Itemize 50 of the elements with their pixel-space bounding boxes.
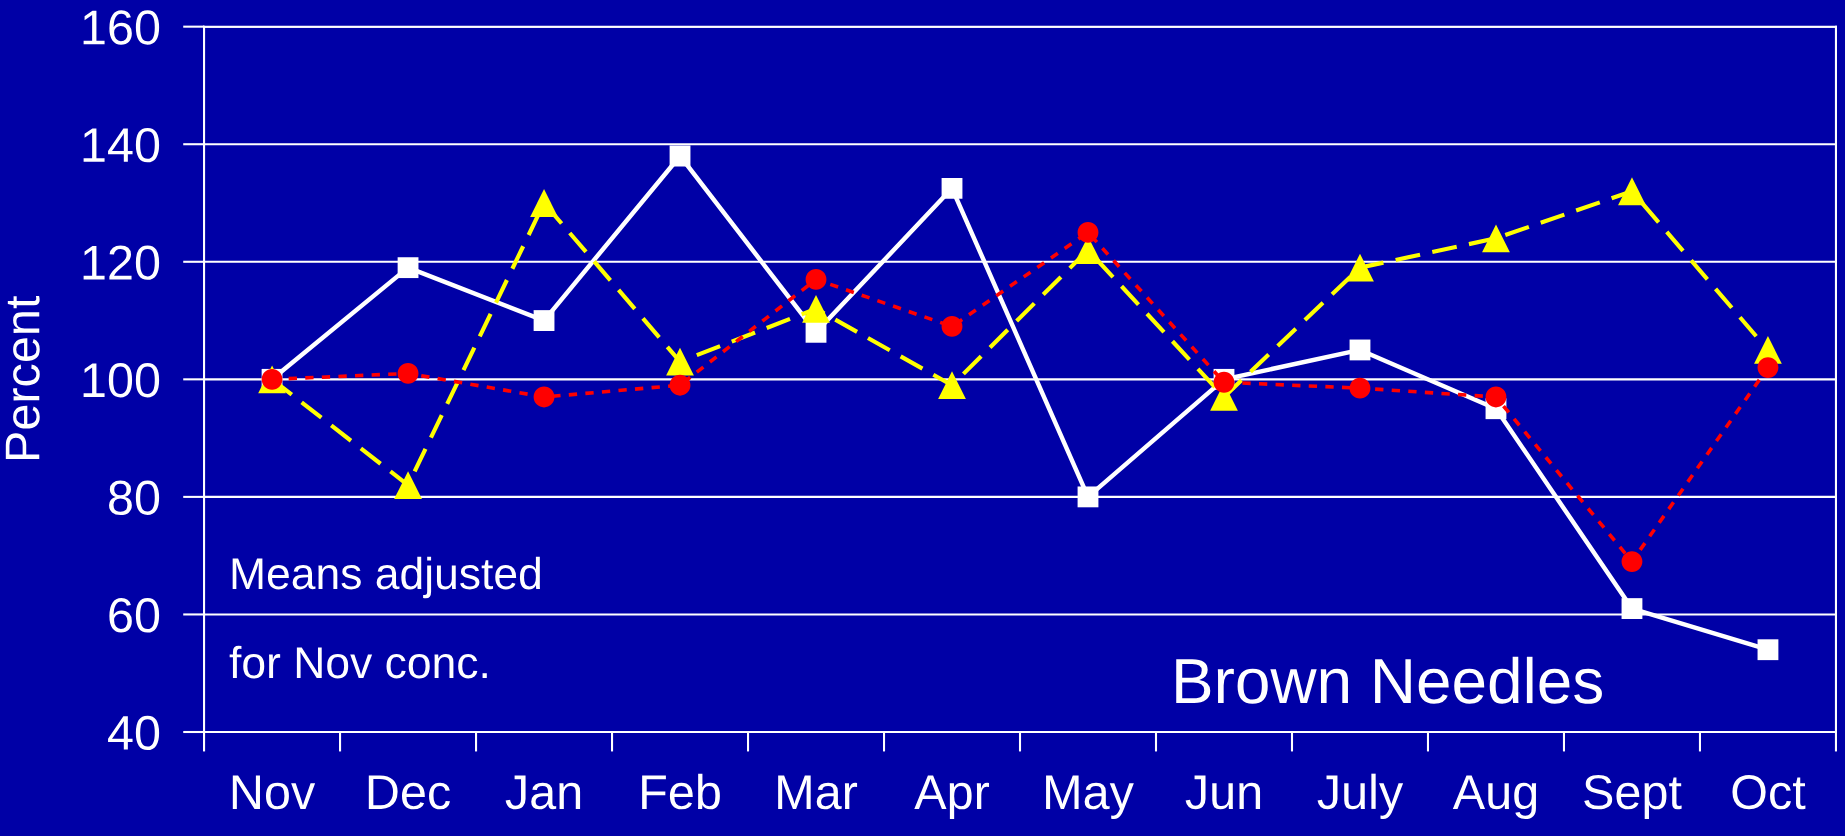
point: [1618, 177, 1646, 206]
point: [805, 269, 827, 290]
y-tick-label: 160: [83, 10, 160, 45]
point: [1346, 253, 1374, 282]
point: [1077, 486, 1099, 508]
x-tick-label: Jun: [1185, 775, 1261, 810]
x-tick-label: Mar: [778, 775, 858, 810]
point: [1349, 339, 1371, 361]
y-axis-title: Percent: [5, 295, 40, 460]
x-tick-label: May: [1046, 775, 1134, 819]
x-tick-label: Nov: [232, 775, 316, 810]
x-tick-label: Apr: [914, 775, 990, 819]
point: [938, 371, 966, 400]
point: [941, 177, 963, 199]
point: [941, 316, 963, 337]
point: [1757, 357, 1779, 378]
point: [805, 321, 827, 343]
point: [1349, 377, 1371, 399]
x-tick-label: Dec: [368, 775, 450, 810]
y-tick-label: 100: [83, 363, 160, 398]
point: [1621, 551, 1643, 572]
x-tick-label: Aug: [1452, 775, 1537, 819]
point: [397, 363, 419, 384]
x-tick-label: Feb: [642, 773, 720, 810]
point: [1077, 221, 1099, 243]
y-tick-label: 120: [83, 245, 160, 280]
x-tick-label: Oct: [1732, 774, 1806, 810]
point: [669, 374, 691, 396]
point: [1621, 598, 1643, 619]
point: [1482, 224, 1510, 253]
annotation: Means adjusted: [232, 556, 540, 599]
point: [394, 471, 422, 500]
point: [397, 257, 419, 279]
point: [669, 145, 691, 167]
annotation: for Nov conc.: [229, 645, 487, 679]
point: [802, 294, 830, 323]
text: Brown Needles: [1176, 656, 1602, 704]
point: [530, 189, 558, 217]
point: [1485, 386, 1507, 408]
point: [666, 347, 694, 376]
y-tick-label: 60: [109, 598, 160, 633]
point: [533, 386, 555, 408]
y-tick-label: 80: [109, 480, 160, 515]
y-tick-label: 140: [83, 127, 160, 163]
x-tick-label: Sept: [1584, 774, 1682, 819]
point: [1757, 639, 1779, 661]
y-tick-label: 40: [108, 715, 160, 751]
point: [533, 310, 555, 331]
x-tick-label: July: [1317, 773, 1404, 819]
x-tick-label: Jan: [505, 775, 581, 810]
